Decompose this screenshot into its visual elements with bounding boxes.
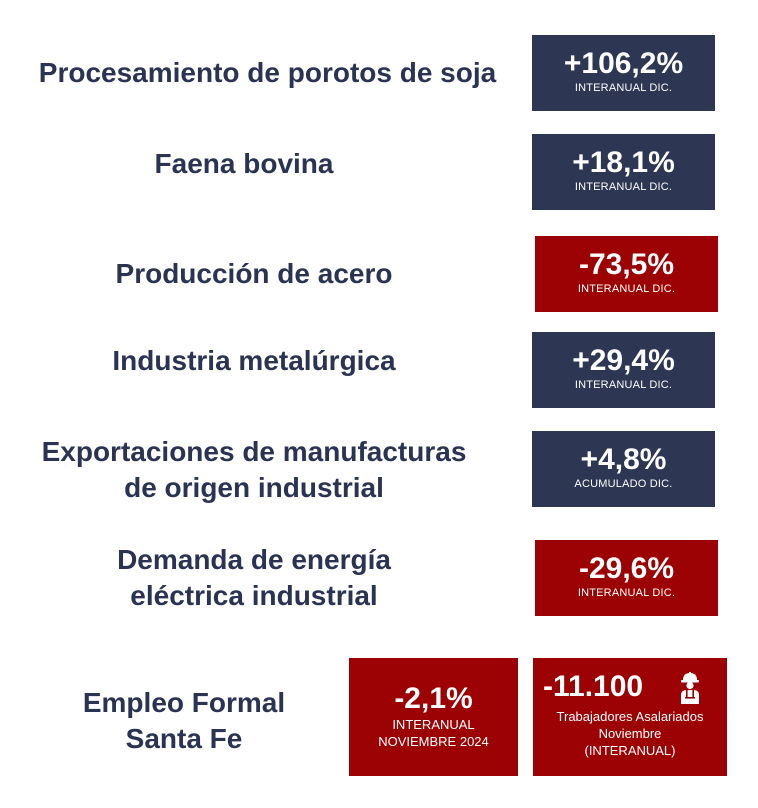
stat-period: INTERANUAL DIC. (574, 82, 673, 94)
label-line: Exportaciones de manufacturas (41, 436, 467, 467)
label-line: Santa Fe (125, 723, 243, 754)
workers-description: Trabajadores Asalariados Noviembre (INTE… (533, 708, 727, 759)
stat-period: (INTERANUAL) (584, 743, 676, 758)
stat-box-acero: -73,5% INTERANUAL DIC. (535, 236, 718, 312)
stat-value: -11.100 (543, 670, 644, 703)
stat-value: -73,5% (578, 248, 675, 281)
stat-box-energia: -29,6% INTERANUAL DIC. (535, 540, 718, 616)
stat-box-empleo-pct: -2,1% INTERANUAL NOVIEMBRE 2024 (349, 658, 518, 776)
stat-period: ACUMULADO DIC. (574, 478, 673, 490)
stat-period: NOVIEMBRE 2024 (378, 734, 489, 749)
stat-period: INTERANUAL (392, 717, 475, 732)
label-acero: Producción de acero (115, 258, 393, 289)
label-faena-bovina: Faena bovina (154, 148, 334, 179)
stat-value: +4,8% (580, 443, 667, 476)
stat-value: -2,1% (394, 682, 473, 715)
stat-value: +29,4% (572, 344, 675, 377)
stat-value: -29,6% (578, 552, 675, 585)
label-exportaciones: Exportaciones de manufacturas de origen … (30, 434, 478, 506)
label-empleo: Empleo Formal Santa Fe (30, 685, 338, 757)
stat-period: INTERANUAL DIC. (577, 587, 676, 599)
stat-box-soja: +106,2% INTERANUAL DIC. (532, 35, 715, 111)
stat-value: +18,1% (572, 146, 675, 179)
stat-description: Noviembre (598, 726, 662, 741)
stat-period: INTERANUAL DIC. (574, 379, 673, 391)
stat-period: INTERANUAL DIC. (574, 181, 673, 193)
label-energia: Demanda de energía eléctrica industrial (30, 542, 478, 614)
label-line: de origen industrial (124, 472, 384, 503)
stat-box-metalurgica: +29,4% INTERANUAL DIC. (532, 332, 715, 408)
label-line: Empleo Formal (82, 687, 286, 718)
label-metalurgica: Industria metalúrgica (112, 345, 396, 376)
stat-value: +106,2% (563, 47, 684, 80)
label-line: eléctrica industrial (130, 580, 378, 611)
label-soja: Procesamiento de porotos de soja (38, 57, 497, 88)
stat-box-faena: +18,1% INTERANUAL DIC. (532, 134, 715, 210)
stat-box-empleo-workers: -11.100 Trabajadores Asalariados Noviemb… (533, 658, 727, 776)
stat-box-exportaciones: +4,8% ACUMULADO DIC. (532, 431, 715, 507)
worker-icon (681, 672, 699, 704)
stat-period: INTERANUAL DIC. (577, 283, 676, 295)
label-line: Demanda de energía (117, 544, 391, 575)
stat-description: Trabajadores Asalariados (556, 709, 704, 724)
